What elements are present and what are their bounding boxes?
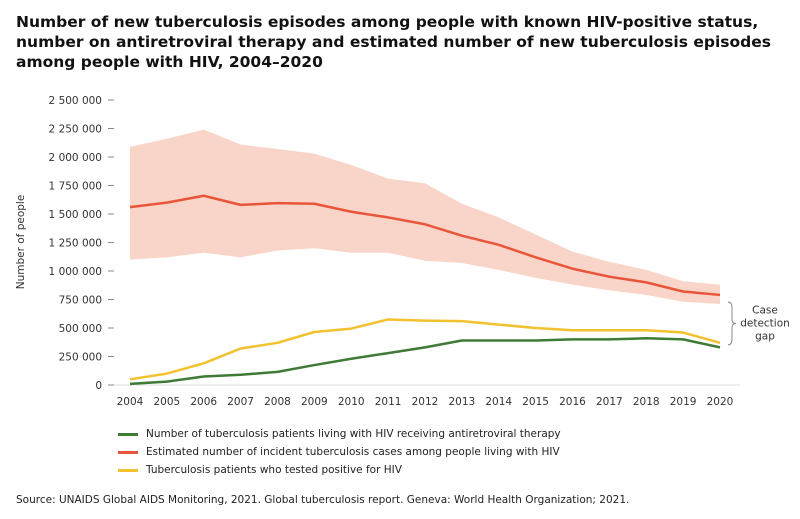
x-tick-label: 2005	[154, 396, 181, 408]
source-note: Source: UNAIDS Global AIDS Monitoring, 2…	[16, 494, 630, 506]
y-tick-label: 2 000 000	[49, 152, 102, 164]
x-tick-label: 2009	[301, 396, 328, 408]
chart-title: Number of new tuberculosis episodes amon…	[16, 13, 771, 71]
x-tick-label: 2018	[633, 396, 660, 408]
uncertainty-band	[130, 129, 720, 305]
legend-item-incident: Estimated number of incident tuberculosi…	[118, 446, 560, 458]
x-tick-label: 2010	[338, 396, 365, 408]
legend-swatch	[118, 432, 138, 436]
legend-label: Tuberculosis patients who tested positiv…	[146, 464, 402, 476]
x-tick-label: 2019	[670, 396, 697, 408]
y-tick-label: 250 000	[59, 352, 102, 364]
legend-label: Number of tuberculosis patients living w…	[146, 428, 561, 440]
case-detection-gap-bracket	[727, 301, 737, 346]
legend-swatch	[118, 450, 138, 454]
x-tick-label: 2012	[412, 396, 439, 408]
y-axis-label: Number of people	[15, 195, 27, 290]
x-tick-label: 2008	[264, 396, 291, 408]
y-tick-label: 500 000	[59, 323, 102, 335]
series-line	[129, 318, 721, 381]
x-tick-label: 2011	[375, 396, 402, 408]
x-tick-label: 2020	[707, 396, 734, 408]
y-tick-label: 1 750 000	[49, 181, 102, 193]
annotation-label: Case	[752, 304, 778, 316]
legend-swatch	[118, 468, 138, 472]
x-tick-label: 2017	[596, 396, 623, 408]
x-tick-label: 2006	[190, 396, 217, 408]
annotation-label: detection	[740, 317, 790, 329]
y-tick-label: 2 500 000	[49, 95, 102, 107]
x-tick-label: 2015	[522, 396, 549, 408]
y-tick-label: 2 250 000	[49, 124, 102, 136]
y-tick-label: 1 500 000	[49, 209, 102, 221]
series-line	[129, 337, 721, 386]
x-tick-label: 2004	[117, 396, 144, 408]
x-tick-label: 2007	[227, 396, 254, 408]
y-tick-label: 1 250 000	[49, 238, 102, 250]
x-tick-label: 2014	[485, 396, 512, 408]
x-tick-label: 2013	[449, 396, 476, 408]
y-tick-label: 1 000 000	[49, 266, 102, 278]
legend-label: Estimated number of incident tuberculosi…	[146, 446, 560, 458]
legend-item-tested: Tuberculosis patients who tested positiv…	[118, 464, 402, 476]
y-tick-label: 0	[95, 380, 102, 392]
legend-item-art: Number of tuberculosis patients living w…	[118, 428, 561, 440]
annotation-label: gap	[755, 330, 775, 342]
y-tick-label: 750 000	[59, 295, 102, 307]
x-tick-label: 2016	[559, 396, 586, 408]
